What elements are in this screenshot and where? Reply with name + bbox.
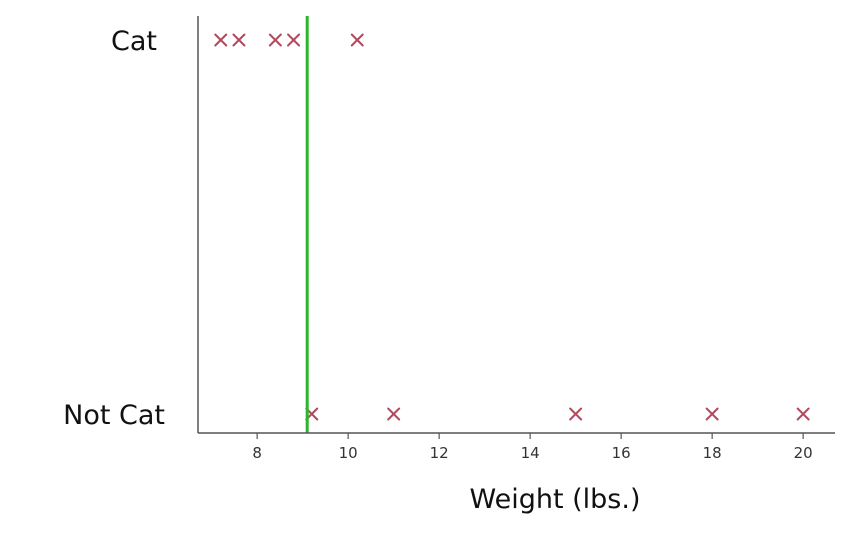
data-point-x-marker <box>350 33 364 47</box>
data-point-x-marker <box>705 407 719 421</box>
x-tick-label: 18 <box>703 444 722 462</box>
data-point-x-marker <box>214 33 228 47</box>
y-category-label-not-cat: Not Cat <box>63 400 165 431</box>
x-axis-ticks: 8 10 12 14 16 18 20 <box>252 433 813 462</box>
x-tick-label: 14 <box>521 444 540 462</box>
data-point-x-marker <box>569 407 583 421</box>
x-axis-title: Weight (lbs.) <box>469 484 640 515</box>
x-tick-label: 16 <box>612 444 631 462</box>
x-tick-label: 10 <box>339 444 358 462</box>
x-tick-label: 8 <box>252 444 262 462</box>
data-point-x-marker <box>268 33 282 47</box>
data-points <box>214 33 810 421</box>
data-point-x-marker <box>796 407 810 421</box>
x-tick-label: 20 <box>794 444 813 462</box>
data-point-x-marker <box>232 33 246 47</box>
data-point-x-marker <box>387 407 401 421</box>
data-point-x-marker <box>287 33 301 47</box>
x-tick-label: 12 <box>430 444 449 462</box>
y-category-label-cat: Cat <box>111 26 157 57</box>
